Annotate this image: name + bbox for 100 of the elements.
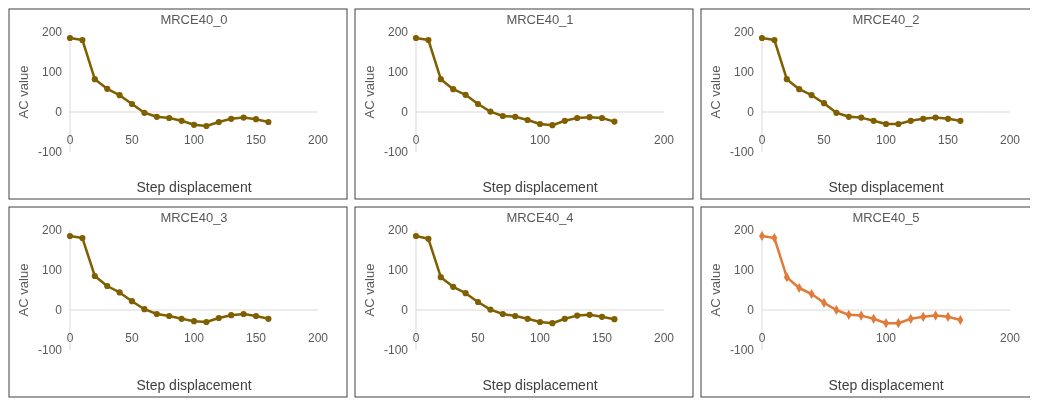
x-tick-label: 100 [183,331,205,345]
point [524,315,531,322]
point [586,114,593,121]
point [437,76,444,83]
point [598,114,606,122]
x-tick-label: 150 [937,133,959,147]
point [474,298,482,306]
point [66,34,74,42]
point [166,114,173,122]
point [79,234,86,242]
x-tick-label: 50 [125,331,139,345]
point [166,312,173,320]
x-axis-title: Step displacement [828,377,944,393]
point [240,310,247,318]
y-tick-label: 100 [387,65,409,80]
y-tick-label: 0 [747,303,755,318]
point [425,235,432,242]
point [524,116,531,124]
x-axis-title: Step displacement [136,377,252,393]
y-tick-label: -100 [37,145,63,160]
x-axis-title: Step displacement [136,179,252,195]
point [932,114,939,121]
y-tick-label: 0 [401,303,409,318]
point [598,313,606,320]
x-tick-label: 200 [999,133,1021,147]
point [536,120,544,128]
point [178,315,185,322]
point [561,117,568,124]
point [412,232,420,240]
point [450,283,457,290]
chart-title: MRCE40_4 [506,210,574,225]
x-tick-label: 100 [529,133,551,147]
point [91,76,98,83]
point [870,117,877,124]
point [265,118,272,126]
x-tick-label: 0 [66,133,74,147]
point [265,315,272,322]
point [215,118,222,126]
point [425,36,432,44]
point [104,282,111,290]
point [920,115,927,122]
point [549,122,556,129]
y-tick-label: -100 [383,343,409,358]
y-tick-label: 0 [401,105,409,120]
y-axis-title: AC value [708,263,723,317]
point [252,312,260,320]
y-axis-title: AC value [708,65,723,119]
point [758,34,766,42]
point [771,36,778,44]
point [228,115,235,122]
point [141,109,148,116]
point [487,306,494,313]
point [128,298,136,305]
x-tick-label: 0 [758,133,766,147]
x-tick-label: 150 [245,133,267,147]
point [611,316,618,323]
y-tick-label: 100 [387,263,409,278]
point [104,85,111,92]
x-tick-label: 150 [245,331,267,345]
point [611,118,618,125]
chart-title: MRCE40_1 [506,12,574,27]
point [796,86,803,93]
y-axis-title: AC value [362,263,377,317]
point [858,114,865,121]
y-axis-title: AC value [362,65,377,119]
x-axis-title: Step displacement [482,377,598,393]
point [203,318,210,326]
point [574,114,581,122]
point [474,100,482,108]
point [437,274,444,281]
y-tick-label: -100 [729,343,755,358]
x-tick-label: 200 [653,133,675,147]
chart-title: MRCE40_5 [852,210,920,225]
y-tick-label: 100 [733,263,755,278]
point [215,314,222,322]
point [882,120,890,128]
point [561,315,568,322]
point [450,86,457,93]
point [240,114,247,121]
x-tick-label: 0 [412,133,420,147]
y-tick-label: 200 [41,223,63,238]
point [79,36,86,44]
point [116,92,123,99]
y-tick-label: -100 [729,145,755,160]
point [499,310,506,318]
point [783,76,790,83]
x-tick-label: 100 [529,331,551,345]
chart-title: MRCE40_0 [160,12,228,27]
point [512,113,519,120]
point [895,120,902,128]
point [574,312,581,319]
x-axis-title: Step displacement [482,179,598,195]
point [586,311,593,318]
x-tick-label: 0 [66,331,74,345]
y-axis-title: AC value [16,263,31,317]
point [808,92,815,99]
x-tick-label: 100 [875,331,897,345]
x-tick-label: 100 [183,133,205,147]
x-tick-label: 150 [591,331,613,345]
point [944,115,952,122]
